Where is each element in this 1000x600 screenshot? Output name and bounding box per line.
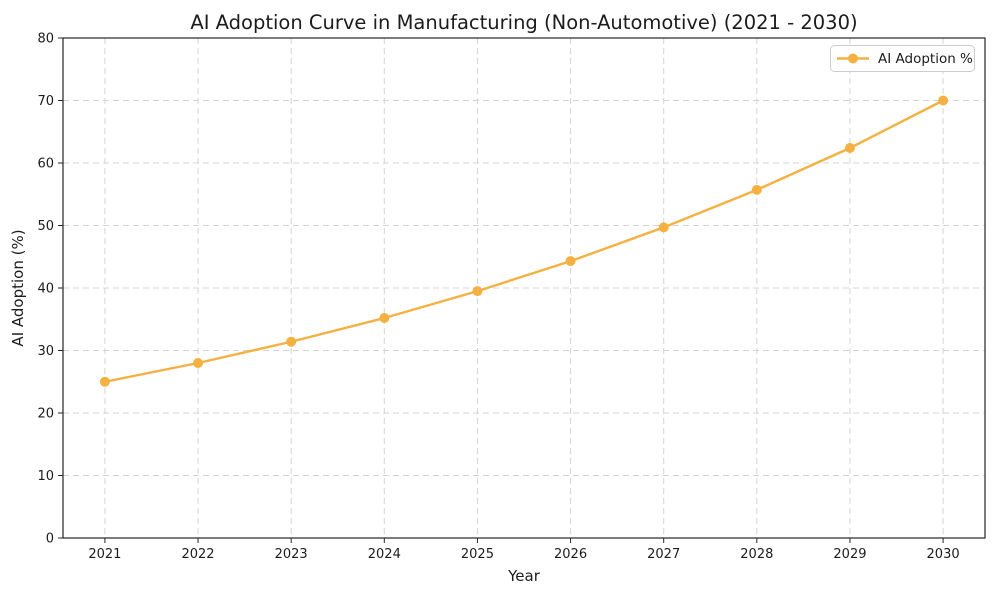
- x-axis-label: Year: [507, 567, 541, 585]
- y-tick-label: 10: [37, 469, 54, 484]
- data-point-marker: [379, 313, 390, 323]
- data-point-marker: [938, 95, 949, 106]
- y-tick-label: 20: [37, 407, 54, 422]
- y-tick-label: 60: [37, 157, 54, 172]
- y-tick-label: 50: [37, 219, 54, 234]
- x-tick-label: 2028: [740, 547, 773, 562]
- y-tick-label: 40: [37, 282, 54, 297]
- x-tick-label: 2026: [554, 547, 587, 562]
- x-tick-label: 2030: [927, 547, 960, 562]
- legend-label: AI Adoption %: [878, 51, 973, 67]
- legend: AI Adoption %: [830, 45, 975, 72]
- x-tick-label: 2027: [647, 547, 680, 562]
- gridlines: [63, 38, 985, 538]
- legend-box: [830, 45, 975, 72]
- data-point-marker: [286, 336, 297, 347]
- x-tick-label: 2024: [368, 547, 401, 562]
- data-point-marker: [472, 286, 483, 297]
- x-tick-label: 2025: [461, 547, 494, 562]
- x-tick-label: 2021: [88, 547, 121, 562]
- y-tick-label: 0: [46, 532, 54, 547]
- data-point-marker: [751, 184, 762, 195]
- data-point-marker: [99, 376, 110, 387]
- y-tick-label: 30: [37, 344, 54, 359]
- y-axis-label: AI Adoption (%): [9, 229, 27, 346]
- data-point-marker: [658, 222, 669, 233]
- series-line: [103, 99, 945, 383]
- x-tick-label: 2029: [833, 547, 866, 562]
- x-tick-label: 2023: [275, 547, 308, 562]
- y-tick-label: 70: [37, 94, 54, 109]
- data-point-marker: [193, 358, 204, 368]
- y-tick-label: 80: [37, 32, 54, 47]
- data-point-marker: [844, 143, 855, 153]
- series-layer: [99, 95, 949, 387]
- x-tick-label: 2022: [181, 547, 214, 562]
- chart-title: AI Adoption Curve in Manufacturing (Non-…: [190, 11, 857, 34]
- legend-sample-marker-icon: [848, 53, 858, 64]
- data-point-marker: [565, 256, 576, 267]
